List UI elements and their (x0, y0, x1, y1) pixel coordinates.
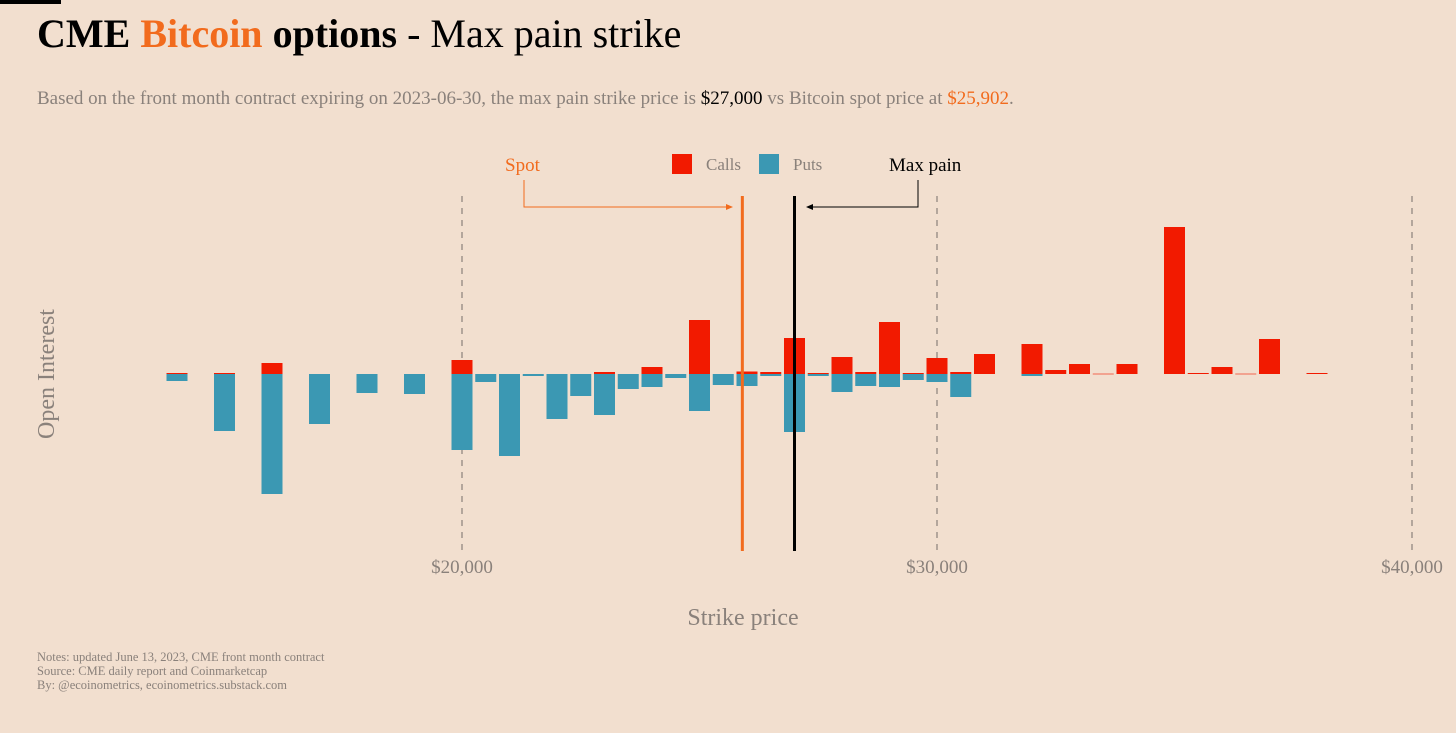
call-bar (1045, 370, 1067, 374)
call-bar (1069, 364, 1090, 374)
put-bar (689, 374, 710, 411)
call-bar (214, 373, 235, 374)
subtitle-text-2: vs Bitcoin spot price at (767, 88, 943, 109)
call-bar (689, 320, 710, 374)
call-bar (451, 360, 473, 374)
call-bar (1021, 344, 1043, 374)
maxpain-annotation-label: Max pain (889, 155, 962, 176)
call-bar (261, 363, 283, 374)
put-bar (261, 374, 283, 494)
put-bar (641, 374, 663, 387)
maxpain-arrowhead-icon (806, 204, 813, 210)
put-bar (950, 374, 972, 397)
put-bar (570, 374, 592, 396)
call-bar (1306, 373, 1328, 374)
call-bar (1259, 339, 1280, 374)
put-bar (594, 374, 615, 415)
put-bar (807, 374, 829, 376)
title-suffix: - Max pain strike (407, 11, 682, 56)
call-bar (641, 367, 663, 374)
title-bitcoin: Bitcoin (140, 11, 263, 56)
call-bar (594, 372, 615, 374)
chart-title: CME Bitcoin options - Max pain strike (37, 10, 681, 57)
x-axis-title: Strike price (687, 605, 798, 631)
call-bar (831, 357, 853, 374)
call-bar (926, 358, 948, 374)
call-bar (950, 372, 972, 374)
x-tick-label: $40,000 (1381, 557, 1443, 578)
call-bar (1164, 227, 1185, 374)
put-bar (855, 374, 877, 386)
put-bar (451, 374, 473, 450)
put-bar (499, 374, 520, 456)
call-bar (1235, 373, 1257, 375)
title-cme: CME (37, 11, 131, 56)
put-bar (214, 374, 235, 431)
call-bar (807, 373, 829, 374)
put-bar (712, 374, 734, 385)
subtitle-end: . (1009, 88, 1014, 109)
subtitle-text: Based on the front month contract expiri… (37, 88, 697, 109)
put-bar (879, 374, 900, 387)
put-bar (356, 374, 378, 393)
call-bar (1092, 373, 1114, 375)
call-bar (902, 373, 924, 374)
put-bar (404, 374, 425, 394)
put-bar (760, 374, 782, 376)
put-bar (736, 374, 758, 386)
source-line: Source: CME daily report and Coinmarketc… (37, 664, 268, 678)
title-options: options (272, 11, 398, 56)
put-bar (902, 374, 924, 380)
put-bar (166, 374, 188, 381)
put-bar (665, 374, 687, 378)
call-bar (879, 322, 900, 374)
spot-annotation-arrow (523, 180, 728, 208)
call-bar (1187, 373, 1209, 374)
x-tick-label: $20,000 (431, 557, 493, 578)
notes-line: Notes: updated June 13, 2023, CME front … (37, 650, 325, 664)
call-bar (855, 372, 877, 374)
put-bar (831, 374, 853, 392)
legend-calls-swatch (672, 154, 692, 174)
put-bar (1021, 374, 1043, 376)
chart-subtitle: Based on the front month contract expiri… (37, 88, 1014, 110)
call-bar (736, 371, 758, 374)
put-bar (926, 374, 948, 382)
call-bar (1116, 364, 1138, 374)
put-bar (617, 374, 639, 389)
y-axis-title: Open Interest (34, 309, 60, 439)
legend-puts-swatch (759, 154, 779, 174)
call-bar (760, 372, 782, 374)
put-bar (475, 374, 497, 382)
call-bar (974, 354, 995, 374)
put-bar (309, 374, 330, 424)
spot-arrowhead-icon (726, 204, 733, 210)
put-bar (546, 374, 568, 419)
byline: By: @ecoinometrics, ecoinometrics.substa… (37, 678, 287, 692)
legend-calls-label: Calls (706, 155, 741, 174)
subtitle-spot-value: $25,902 (947, 88, 1009, 109)
x-tick-label: $30,000 (906, 557, 968, 578)
call-bar (1211, 367, 1233, 374)
top-accent-bar (0, 0, 61, 4)
call-bar (166, 373, 188, 374)
spot-annotation-label: Spot (505, 155, 541, 176)
maxpain-annotation-arrow (812, 180, 919, 208)
legend-puts-label: Puts (793, 155, 822, 174)
chart-notes: Notes: updated June 13, 2023, CME front … (37, 650, 324, 692)
subtitle-maxpain-value: $27,000 (700, 88, 763, 109)
put-bar (522, 374, 544, 376)
